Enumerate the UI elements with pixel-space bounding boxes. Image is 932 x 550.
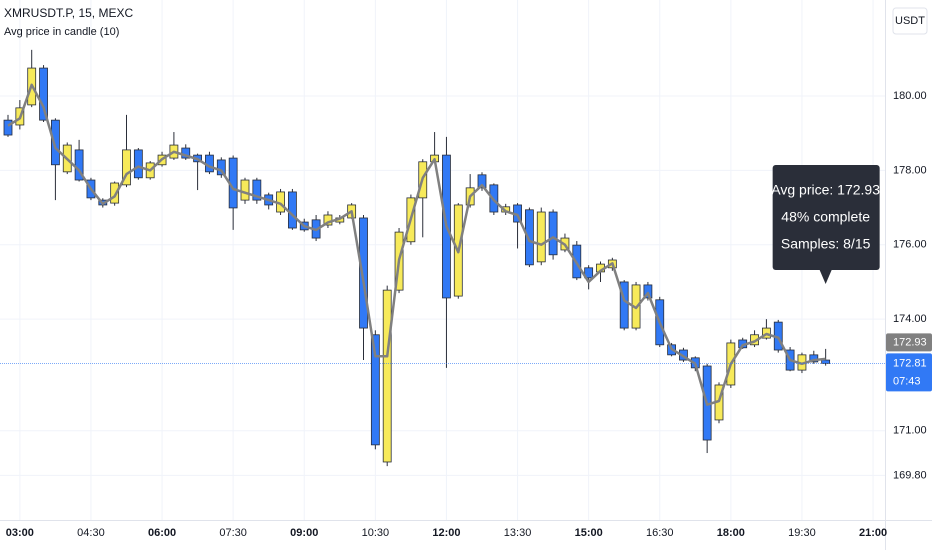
y-tick-label: 171.00 (893, 425, 927, 437)
currency-button[interactable] (892, 7, 928, 35)
candle-body (39, 67, 48, 121)
indicator-legend: Avg price in candle (10) (4, 26, 119, 38)
x-tick-label: 13:30 (504, 527, 532, 539)
candle-body (809, 354, 819, 363)
candle-body (287, 191, 297, 229)
candle-body (584, 267, 594, 279)
countdown-label: 07:43 (893, 375, 921, 387)
candle-body (359, 217, 368, 329)
y-tick-label: 178.00 (893, 164, 927, 176)
candle-body (619, 281, 629, 329)
x-tick-label: 06:00 (148, 527, 176, 539)
marks (0, 49, 885, 467)
tooltip-text: Avg price: 172.93 (771, 182, 880, 198)
chart-title: XMRUSDT.P, 15, MEXC (4, 6, 133, 20)
tooltip-text: 48% complete (781, 209, 870, 225)
last-price-tag (886, 353, 932, 392)
candle-body (252, 179, 262, 201)
x-tick-label: 21:00 (859, 527, 887, 539)
candle-body (51, 119, 60, 166)
candle-body (536, 211, 546, 263)
avg-line (7, 83, 826, 406)
candle-body (133, 149, 143, 179)
x-tick-label: 10:30 (362, 527, 390, 539)
x-tick-label: 15:00 (575, 527, 603, 539)
x-tick-label: 16:30 (646, 527, 674, 539)
candle-body (370, 334, 380, 446)
tooltip-pointer (819, 270, 832, 284)
x-tick-label: 12:00 (432, 527, 460, 539)
candle-body (525, 209, 534, 266)
x-tick-label: 18:00 (717, 527, 745, 539)
x-tick-label: 07:30 (219, 527, 247, 539)
candle-body (110, 182, 120, 204)
candle-body (643, 284, 653, 299)
candle-body (382, 289, 392, 463)
currency-label[interactable]: USDT (895, 15, 925, 27)
candle-body (821, 359, 831, 364)
tooltip-box (772, 165, 880, 270)
y-tick-label: 169.80 (893, 469, 927, 481)
avg-price-label: 172.93 (893, 336, 927, 348)
y-tick-label: 174.00 (893, 313, 927, 325)
candle-body (122, 149, 131, 186)
avg-price-tag (886, 333, 932, 352)
tooltip-text: Samples: 8/15 (781, 236, 871, 252)
y-tick-label: 176.00 (893, 239, 927, 251)
x-tick-label: 03:00 (6, 527, 34, 539)
x-tick-label: 04:30 (77, 527, 105, 539)
candle-body (548, 211, 558, 256)
y-tick-label: 180.00 (893, 90, 927, 102)
labels: 169.80 171.00 174.00 176.00 178.00 180.00 03:0… (6, 90, 932, 539)
x-tick-label: 19:30 (788, 527, 816, 539)
candle-body (240, 179, 250, 201)
last-price-label: 172.81 (893, 357, 927, 369)
tooltip: Avg price: 172.93 48% complete Samples: 8/… (771, 165, 880, 284)
candle-body (477, 174, 487, 189)
candle-body (216, 159, 226, 176)
x-tick-label: 09:00 (290, 527, 318, 539)
candle-body (3, 119, 13, 136)
